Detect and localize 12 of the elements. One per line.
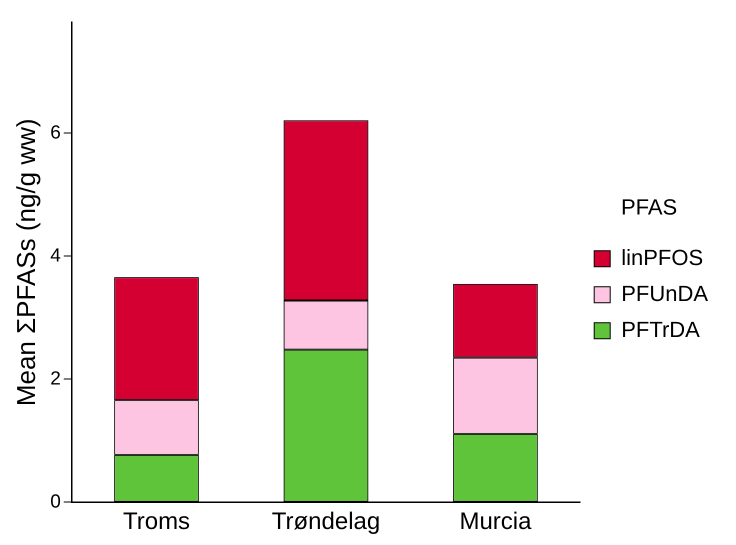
- y-axis-title: Mean ΣPFASs (ng/g ww): [10, 118, 41, 406]
- y-tick-label: 0: [50, 491, 61, 512]
- x-tick-label: Murcia: [459, 508, 532, 536]
- x-tick-label: Troms: [122, 508, 190, 536]
- y-tick-label: 4: [50, 245, 62, 266]
- legend-label: PFUnDA: [621, 280, 708, 306]
- legend-label: PFTrDA: [621, 316, 700, 342]
- y-tick-label: 6: [50, 122, 61, 144]
- legend-label: linPFOS: [621, 244, 704, 270]
- y-tick-label: 2: [50, 368, 61, 390]
- x-tick-label: Trøndelag: [272, 508, 380, 536]
- legend-title: PFAS: [620, 194, 678, 220]
